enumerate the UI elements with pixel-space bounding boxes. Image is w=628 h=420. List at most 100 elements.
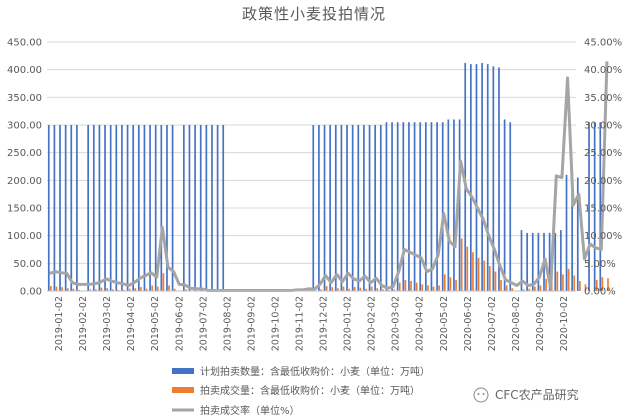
bar-deal [545, 278, 547, 291]
bar-plan [470, 64, 472, 291]
bar-deal [370, 286, 373, 291]
bar-plan [509, 122, 512, 291]
x-tick-label: 2019-10-02 [270, 296, 281, 351]
bar-deal [421, 284, 424, 291]
bar-plan [402, 122, 405, 291]
legend-label-rate: 拍卖成交率（单位%） [200, 404, 300, 417]
x-tick-label: 2019-06-02 [174, 296, 185, 351]
bar-plan [379, 125, 382, 291]
bar-plan [329, 125, 331, 291]
bar-deal [342, 286, 345, 291]
bar-plan [154, 125, 157, 291]
x-tick-label: 2019-08-02 [222, 296, 233, 351]
y-left-tick-label: 300.00 [7, 121, 42, 132]
bar-plan [453, 119, 455, 291]
bar-plan [363, 125, 365, 291]
bar-plan [222, 125, 225, 291]
bar-plan [104, 125, 106, 291]
y-axis-left: 0.00 50.00 100.00 150.00 200.00 250.00 300.00 3… [7, 38, 42, 298]
bar-plan [211, 125, 213, 291]
bar-plan [312, 125, 315, 291]
bar-deal [134, 288, 137, 291]
bar-deal [185, 289, 187, 291]
bar-deal [584, 284, 587, 291]
bar-plan [447, 119, 450, 291]
bar-deal [438, 285, 441, 291]
bar-plan [121, 125, 123, 291]
x-tick-label: 2020-08-02 [511, 296, 522, 351]
bar-plan [492, 66, 495, 291]
bar-deal [483, 260, 486, 291]
bar-plan [599, 122, 602, 291]
bar-plan [160, 125, 163, 291]
bar-deal [410, 281, 412, 291]
bar-plan [520, 230, 523, 291]
bar-deal [100, 287, 103, 291]
bar-deal [337, 288, 339, 291]
bar-plan [346, 125, 348, 291]
bar-deal [55, 286, 58, 291]
legend-swatch-plan [172, 368, 194, 374]
bar-deal [505, 285, 508, 291]
watermark-text: CFC农产品研究 [495, 387, 579, 402]
bar-plan [188, 125, 191, 291]
y-right-tick-label: 40.00% [584, 65, 622, 76]
bar-deal [353, 287, 356, 291]
x-tick-label: 2020-10-02 [559, 296, 570, 351]
x-tick-label: 2019-03-02 [102, 296, 113, 351]
bar-deal [168, 285, 170, 291]
bar-deal [573, 275, 576, 291]
x-tick-label: 2020-09-02 [535, 296, 546, 351]
bar-deal [382, 289, 384, 291]
bar-deal [325, 286, 328, 291]
bar-deal [117, 289, 120, 291]
bar-deal [145, 288, 148, 291]
bar-plan [571, 169, 573, 291]
y-left-tick-label: 250.00 [7, 148, 42, 159]
bar-deal [460, 238, 463, 291]
bar-plan [391, 122, 393, 291]
bar-deal [472, 252, 474, 291]
bar-plan [47, 125, 50, 291]
bar-deal [111, 289, 114, 291]
bar-deal [72, 288, 75, 291]
y-left-tick-label: 200.00 [7, 176, 42, 187]
bar-deal [61, 287, 63, 291]
legend-label-deal: 拍卖成交量：含最低收购价：小麦（单位：万吨） [200, 384, 420, 397]
x-tick-label: 2020-05-02 [439, 296, 450, 351]
legend-swatch-deal [172, 387, 194, 393]
bar-deal [522, 289, 525, 291]
bar-deal [376, 288, 379, 291]
x-tick-label: 2020-07-02 [487, 296, 498, 351]
y-right-tick-label: 15.00% [584, 204, 622, 215]
y-left-tick-label: 150.00 [7, 204, 42, 215]
y-right-tick-label: 20.00% [584, 176, 622, 187]
y-right-tick-label: 45.00% [584, 38, 622, 49]
x-tick-label: 2019-01-02 [54, 296, 65, 351]
bar-plan [64, 125, 67, 291]
watermark: CFC农产品研究 [473, 387, 579, 403]
bar-plan [408, 122, 410, 291]
bar-deal [528, 288, 531, 291]
bar-deal [511, 288, 514, 291]
bar-plan [419, 122, 422, 291]
bar-deal [50, 286, 52, 291]
bar-plan [368, 125, 371, 291]
bar-plan [143, 125, 146, 291]
bar-deal [432, 286, 435, 291]
bar-plan [531, 232, 534, 291]
x-tick-label: 2019-02-02 [78, 296, 89, 351]
bar-deal [477, 257, 480, 291]
bar-deal [595, 279, 598, 291]
bar-plan [59, 125, 61, 291]
bar-plan [70, 125, 73, 291]
legend: 计划拍卖数量：含最低收购价：小麦（单位：万吨） 拍卖成交量：含最低收购价：小麦（… [172, 365, 430, 417]
bar-deal [78, 289, 80, 291]
bar-deal [562, 274, 564, 291]
bar-plan [537, 232, 540, 291]
rate-series-line [49, 61, 609, 292]
bar-deal [404, 279, 407, 291]
bar-plan [137, 125, 140, 291]
bar-deal [123, 289, 125, 291]
